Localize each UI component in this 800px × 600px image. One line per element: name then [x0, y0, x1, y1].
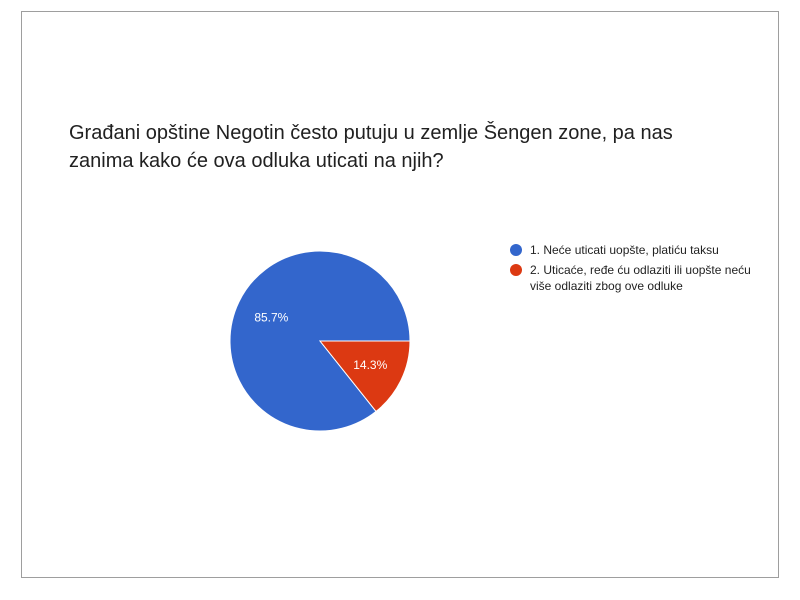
- legend-marker-2: [510, 264, 522, 276]
- legend-item-2: 2. Uticaće, ređe ću odlaziti ili uopšte …: [510, 262, 770, 294]
- legend-item-1: 1. Neće uticati uopšte, platiću taksu: [510, 242, 770, 258]
- pie-slice-label-2: 14.3%: [353, 358, 387, 372]
- legend-marker-1: [510, 244, 522, 256]
- legend-label-2: 2. Uticaće, ređe ću odlaziti ili uopšte …: [530, 263, 751, 293]
- pie-slice-label-1: 85.7%: [254, 311, 288, 325]
- pie-slice-2: [318, 340, 411, 413]
- chart-title: Građani opštine Negotin često putuju u z…: [69, 122, 673, 172]
- legend-label-1: 1. Neće uticati uopšte, platiću taksu: [530, 243, 719, 257]
- chart-card: Građani opštine Negotin često putuju u z…: [21, 11, 779, 578]
- pie-chart: 85.7% 14.3%: [229, 250, 411, 432]
- legend: 1. Neće uticati uopšte, platiću taksu 2.…: [510, 242, 770, 298]
